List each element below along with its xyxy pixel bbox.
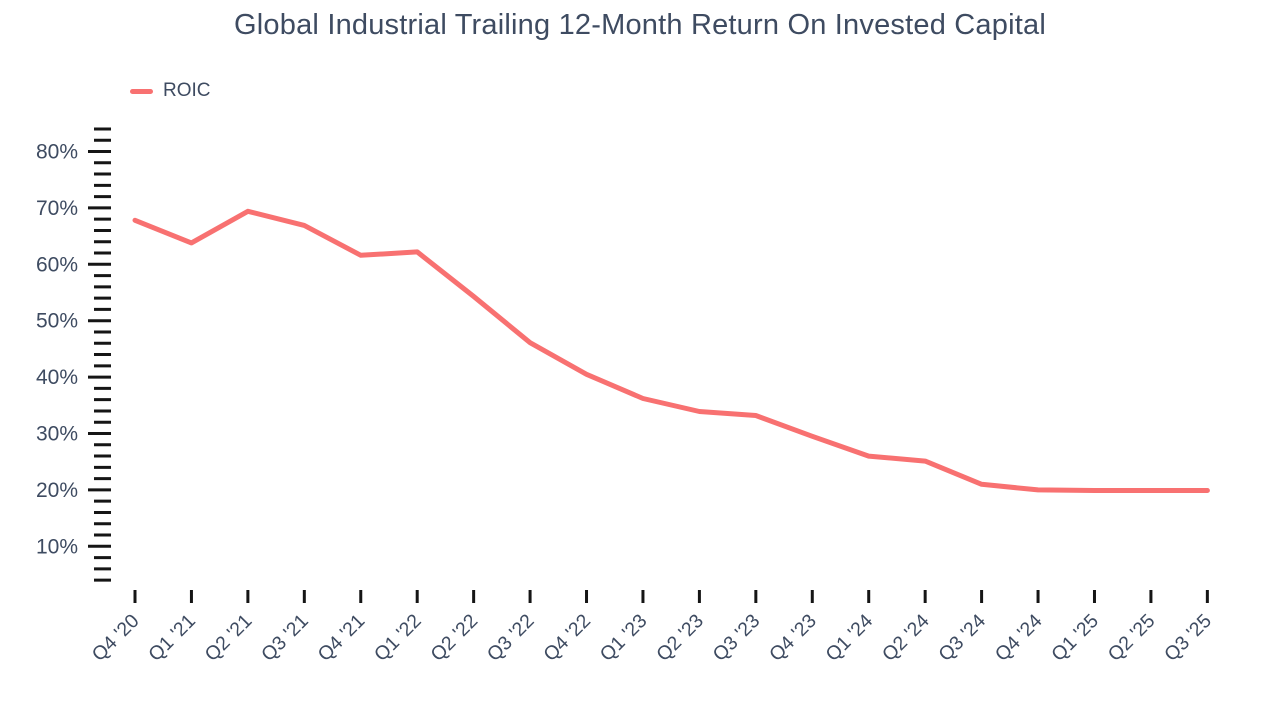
roic-line-swatch-icon bbox=[130, 88, 153, 94]
x-axis-tick-label: Q4 '22 bbox=[539, 610, 595, 666]
x-axis-tick-label: Q2 '21 bbox=[201, 610, 257, 666]
x-axis-tick-label: Q3 '21 bbox=[257, 610, 313, 666]
legend-label-roic: ROIC bbox=[163, 80, 211, 101]
x-axis-tick-label: Q4 '21 bbox=[314, 610, 370, 666]
y-axis-tick-label: 60% bbox=[36, 253, 78, 276]
x-axis-tick-label: Q1 '22 bbox=[370, 610, 426, 666]
x-axis-tick-label: Q3 '22 bbox=[483, 610, 539, 666]
legend: ROIC bbox=[130, 80, 211, 102]
chart-title: Global Industrial Trailing 12-Month Retu… bbox=[234, 9, 1046, 41]
x-axis-tick-label: Q1 '25 bbox=[1047, 610, 1103, 666]
x-axis-tick-label: Q4 '23 bbox=[765, 610, 821, 666]
y-axis-tick-label: 70% bbox=[36, 197, 78, 220]
y-axis-tick-label: 40% bbox=[36, 366, 78, 389]
y-axis-tick-label: 20% bbox=[36, 479, 78, 502]
y-axis-tick-label: 30% bbox=[36, 423, 78, 446]
x-axis-tick-label: Q3 '23 bbox=[709, 610, 765, 666]
x-axis-tick-label: Q1 '24 bbox=[822, 610, 878, 666]
x-axis-tick-label: Q1 '23 bbox=[596, 610, 652, 666]
y-axis-tick-label: 10% bbox=[36, 535, 78, 558]
x-axis-tick-label: Q2 '25 bbox=[1104, 610, 1160, 666]
y-axis-tick-label: 50% bbox=[36, 310, 78, 333]
roic-line-series bbox=[132, 208, 1210, 493]
x-axis-tick-label: Q4 '20 bbox=[88, 610, 144, 666]
y-axis-tick-label: 80% bbox=[36, 141, 78, 164]
x-axis-tick-label: Q3 '24 bbox=[934, 610, 990, 666]
x-axis-tick-label: Q3 '25 bbox=[1160, 610, 1216, 666]
x-axis-tick-label: Q2 '23 bbox=[652, 610, 708, 666]
x-axis-tick-label: Q2 '22 bbox=[426, 610, 482, 666]
x-axis-tick-label: Q4 '24 bbox=[991, 610, 1047, 666]
x-axis-tick-label: Q2 '24 bbox=[878, 610, 934, 666]
x-axis-tick-label: Q1 '21 bbox=[144, 610, 200, 666]
